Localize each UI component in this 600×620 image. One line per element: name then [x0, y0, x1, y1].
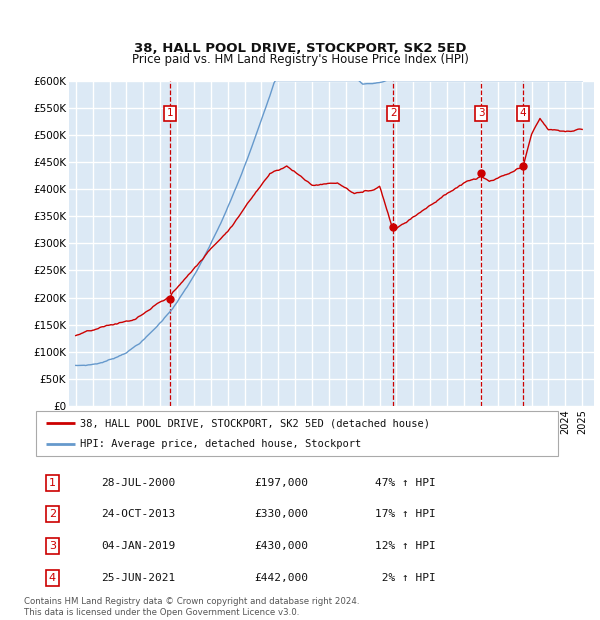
Text: £442,000: £442,000	[254, 573, 308, 583]
Text: £430,000: £430,000	[254, 541, 308, 551]
Text: 47% ↑ HPI: 47% ↑ HPI	[374, 477, 435, 488]
Text: £197,000: £197,000	[254, 477, 308, 488]
Text: 4: 4	[49, 573, 56, 583]
Text: 17% ↑ HPI: 17% ↑ HPI	[374, 510, 435, 520]
Text: 38, HALL POOL DRIVE, STOCKPORT, SK2 5ED: 38, HALL POOL DRIVE, STOCKPORT, SK2 5ED	[134, 42, 466, 55]
Text: 1: 1	[49, 477, 56, 488]
Text: 3: 3	[478, 108, 484, 118]
Text: 38, HALL POOL DRIVE, STOCKPORT, SK2 5ED (detached house): 38, HALL POOL DRIVE, STOCKPORT, SK2 5ED …	[80, 418, 430, 428]
Text: 2: 2	[49, 510, 56, 520]
Text: 28-JUL-2000: 28-JUL-2000	[101, 477, 176, 488]
Text: £330,000: £330,000	[254, 510, 308, 520]
Text: 2: 2	[390, 108, 397, 118]
Text: Contains HM Land Registry data © Crown copyright and database right 2024.: Contains HM Land Registry data © Crown c…	[24, 597, 359, 606]
Text: 3: 3	[49, 541, 56, 551]
Text: HPI: Average price, detached house, Stockport: HPI: Average price, detached house, Stoc…	[80, 438, 362, 449]
Text: 12% ↑ HPI: 12% ↑ HPI	[374, 541, 435, 551]
Text: 4: 4	[520, 108, 526, 118]
Text: Price paid vs. HM Land Registry's House Price Index (HPI): Price paid vs. HM Land Registry's House …	[131, 53, 469, 66]
FancyBboxPatch shape	[36, 411, 558, 456]
Text: 2% ↑ HPI: 2% ↑ HPI	[374, 573, 435, 583]
Text: 24-OCT-2013: 24-OCT-2013	[101, 510, 176, 520]
Text: 04-JAN-2019: 04-JAN-2019	[101, 541, 176, 551]
Text: 1: 1	[167, 108, 173, 118]
Text: 25-JUN-2021: 25-JUN-2021	[101, 573, 176, 583]
Text: This data is licensed under the Open Government Licence v3.0.: This data is licensed under the Open Gov…	[24, 608, 299, 617]
